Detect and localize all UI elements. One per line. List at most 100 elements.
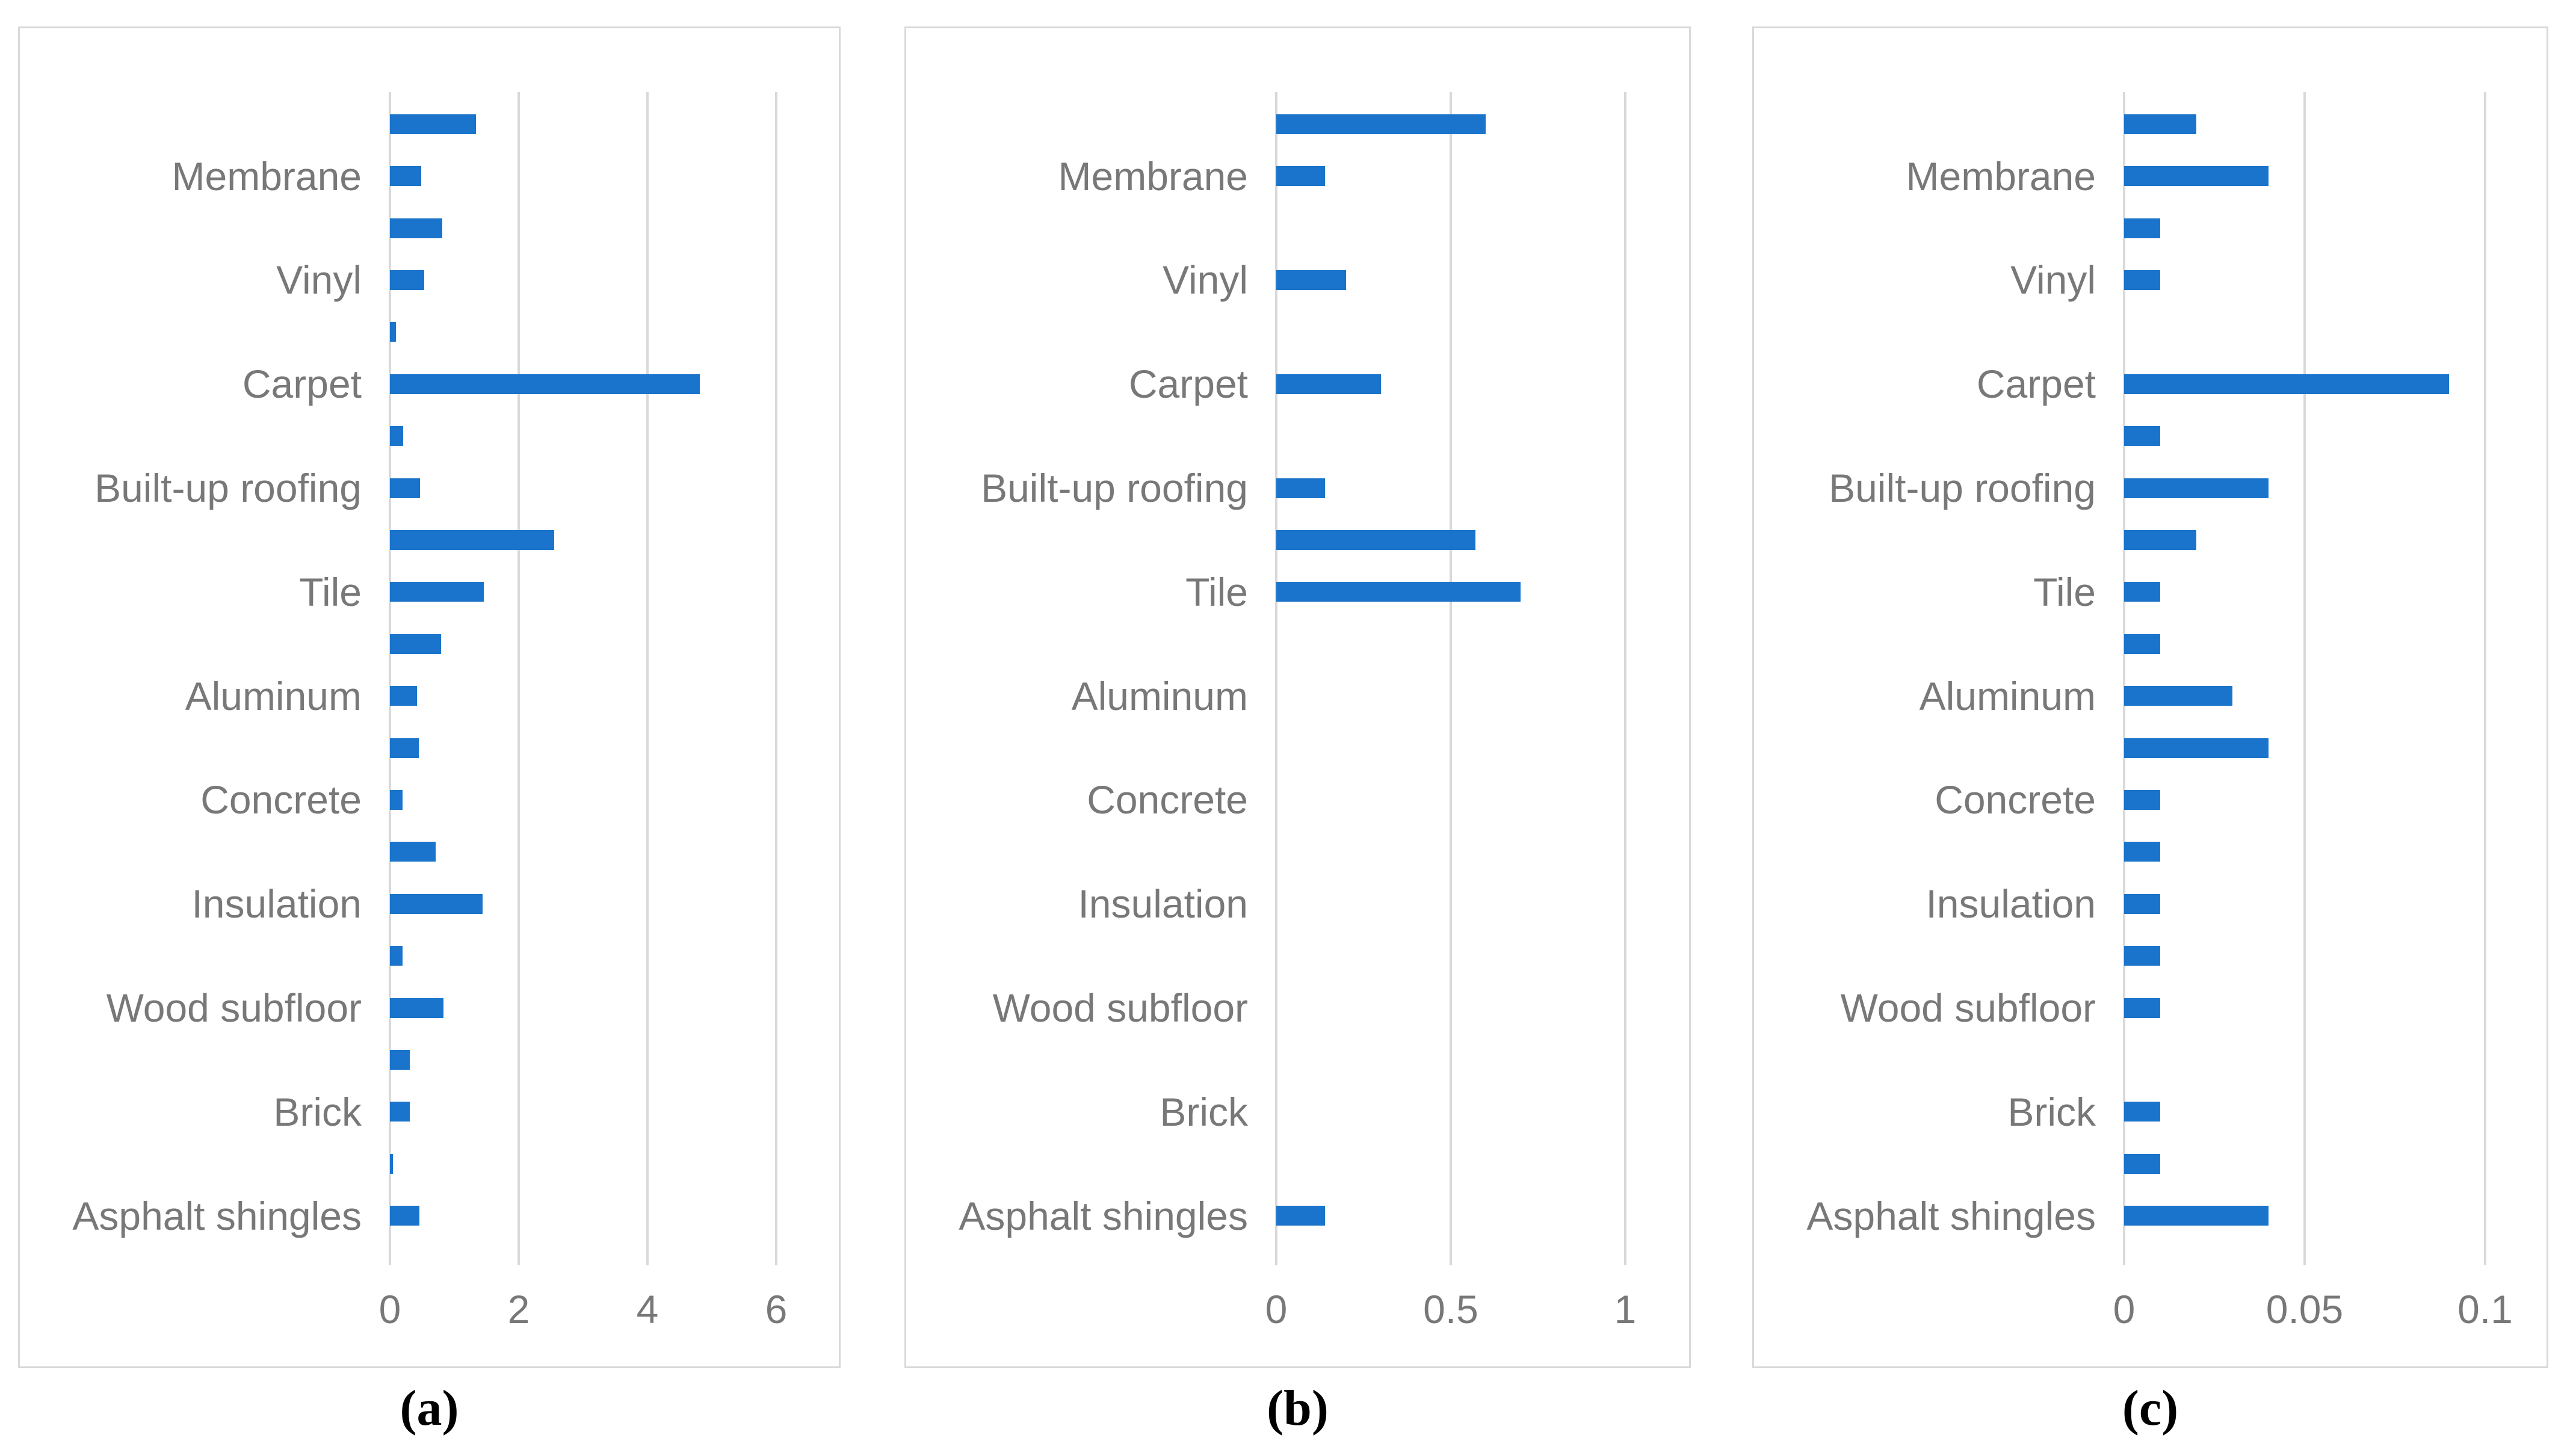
gridline (646, 92, 649, 1265)
x-axis-tick-label: 0.5 (1423, 1287, 1478, 1331)
bar-c-membrane (2124, 166, 2269, 187)
bar-a-concrete (390, 789, 403, 810)
caption-c: (c) (2122, 1380, 2179, 1436)
category-label-membrane: Membrane (171, 153, 362, 199)
category-label-carpet: Carpet (1128, 362, 1248, 407)
gridline (775, 92, 777, 1265)
bar-b-membrane (1276, 166, 1325, 187)
axis-line-zero (1275, 92, 1277, 1265)
bar-c-aluminum-upper (2124, 634, 2160, 654)
bar-a-brick (390, 1102, 410, 1122)
gridline (2303, 92, 2306, 1265)
category-label-tile: Tile (299, 569, 362, 614)
bar-c-membrane-upper (2124, 114, 2196, 134)
category-label-built-up-roofing: Built-up roofing (94, 466, 362, 510)
category-label-asphalt-shingles: Asphalt shingles (1806, 1193, 2096, 1238)
category-label-tile: Tile (2033, 569, 2096, 614)
bar-a-membrane (390, 166, 421, 187)
category-label-insulation: Insulation (191, 881, 362, 927)
chart-panel-c: 0 0.05 0.1 Membrane Vinyl Carpet Built-up roof… (1752, 26, 2548, 1368)
bar-c-asphalt-shingles-upper (2124, 1153, 2160, 1174)
category-label-membrane: Membrane (1058, 153, 1248, 199)
category-label-aluminum: Aluminum (1071, 673, 1248, 718)
category-label-brick: Brick (273, 1089, 362, 1134)
category-label-concrete: Concrete (1087, 777, 1248, 822)
gridline (2484, 92, 2486, 1265)
bar-a-insulation-upper (390, 842, 436, 862)
chart-panel-a: 0 2 4 6 Membrane Vinyl Carpet Built-up roofing T… (18, 26, 841, 1368)
category-label-asphalt-shingles: Asphalt shingles (959, 1193, 1248, 1238)
bar-a-carpet-upper (390, 322, 396, 342)
bar-c-concrete-upper (2124, 738, 2269, 758)
x-axis-tick-label: 0.1 (2457, 1287, 2513, 1331)
gridline (1450, 92, 1452, 1265)
x-axis-tick-label: 4 (636, 1287, 659, 1331)
axis-line-zero (2123, 92, 2125, 1265)
bar-c-carpet (2124, 374, 2449, 394)
bar-a-wood-subfloor-upper (390, 946, 403, 966)
category-label-aluminum: Aluminum (185, 673, 362, 718)
category-label-concrete: Concrete (1935, 777, 2096, 822)
category-label-membrane: Membrane (1906, 153, 2096, 199)
category-label-aluminum: Aluminum (1919, 673, 2096, 718)
bar-c-aluminum (2124, 686, 2232, 706)
category-label-built-up-roofing: Built-up roofing (981, 466, 1248, 510)
category-label-tile: Tile (1185, 569, 1248, 614)
bar-b-membrane-upper (1276, 114, 1486, 134)
caption-b: (b) (1267, 1380, 1329, 1436)
bar-a-insulation (390, 893, 483, 914)
bar-c-built-up-roofing-upper (2124, 426, 2160, 446)
x-axis-tick-label: 0 (378, 1287, 401, 1331)
bar-a-carpet (390, 374, 700, 394)
gridline (1624, 92, 1626, 1265)
bar-b-vinyl (1276, 270, 1346, 290)
bar-c-insulation (2124, 893, 2160, 914)
bar-b-built-up-roofing (1276, 478, 1325, 498)
bar-a-vinyl-upper (390, 218, 442, 238)
bar-c-tile-upper (2124, 529, 2196, 550)
chart-panel-b: 0 0.5 1 Membrane Vinyl Carpet Built-up roofing… (904, 26, 1691, 1368)
category-label-brick: Brick (2007, 1089, 2096, 1134)
bar-a-wood-subfloor (390, 998, 443, 1018)
category-label-insulation: Insulation (1926, 881, 2096, 927)
bar-a-tile-upper (390, 529, 554, 550)
x-axis-tick-label: 0 (2113, 1287, 2136, 1331)
caption-a: (a) (400, 1380, 459, 1436)
bar-c-asphalt-shingles (2124, 1206, 2269, 1226)
category-label-insulation: Insulation (1078, 881, 1248, 927)
bar-a-built-up-roofing (390, 478, 420, 498)
bar-a-built-up-roofing-upper (390, 426, 403, 446)
category-label-carpet: Carpet (1976, 362, 2096, 407)
category-label-vinyl: Vinyl (276, 258, 362, 303)
category-label-wood-subfloor: Wood subfloor (1840, 986, 2096, 1030)
bar-c-tile (2124, 582, 2160, 602)
x-axis-tick-label: 2 (507, 1287, 530, 1331)
x-axis-tick-label: 0.05 (2266, 1287, 2344, 1331)
category-label-built-up-roofing: Built-up roofing (1829, 466, 2096, 510)
bar-c-wood-subfloor (2124, 998, 2160, 1018)
x-axis-tick-label: 1 (1614, 1287, 1637, 1331)
bar-b-tile (1276, 582, 1521, 602)
bar-c-insulation-upper (2124, 842, 2160, 862)
bar-a-brick-upper (390, 1049, 410, 1070)
bar-a-asphalt-shingles (390, 1206, 419, 1226)
x-axis-tick-label: 6 (765, 1287, 788, 1331)
bar-b-tile-upper (1276, 529, 1475, 550)
bar-a-vinyl (390, 270, 424, 290)
bar-a-membrane-upper (390, 114, 476, 134)
category-label-asphalt-shingles: Asphalt shingles (72, 1193, 362, 1238)
x-axis-tick-label: 0 (1265, 1287, 1288, 1331)
category-label-brick: Brick (1160, 1089, 1248, 1134)
bar-c-wood-subfloor-upper (2124, 946, 2160, 966)
bar-c-brick (2124, 1102, 2160, 1122)
bar-a-tile (390, 582, 484, 602)
bar-a-asphalt-shingles-upper (390, 1153, 393, 1174)
bar-c-concrete (2124, 789, 2160, 810)
axis-line-zero (389, 92, 391, 1265)
category-label-carpet: Carpet (242, 362, 362, 407)
bar-a-concrete-upper (390, 738, 419, 758)
bar-c-vinyl (2124, 270, 2160, 290)
gridline (517, 92, 520, 1265)
category-label-vinyl: Vinyl (2010, 258, 2096, 303)
